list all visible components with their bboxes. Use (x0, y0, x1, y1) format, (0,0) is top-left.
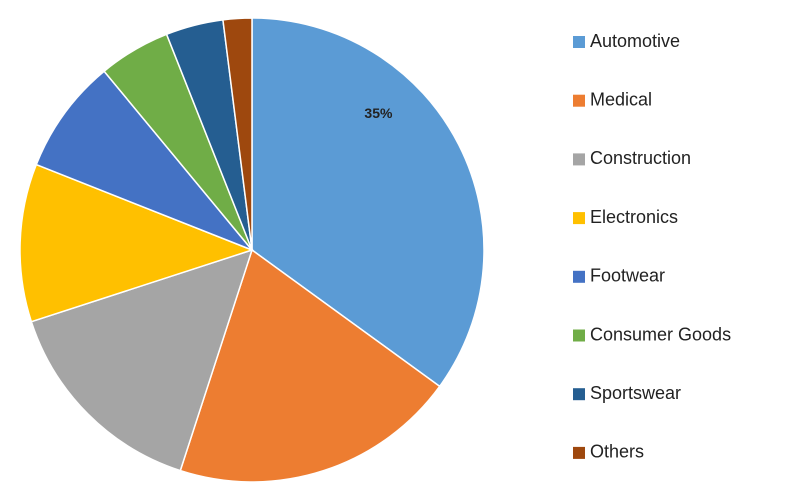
legend-swatch (573, 329, 585, 342)
pie-slice (19, 163, 255, 323)
data-label: 35% (364, 105, 393, 121)
legend-swatch (573, 94, 585, 107)
legend-label: Sportswear (590, 383, 681, 403)
pie-slice (30, 248, 254, 472)
legend-label: Automotive (590, 31, 680, 51)
pie-slice (35, 70, 253, 251)
pie-slice (222, 17, 253, 251)
legend-swatch (573, 446, 585, 459)
legend-swatch (573, 153, 585, 166)
legend-label: Consumer Goods (590, 324, 731, 344)
legend-swatch (573, 388, 585, 401)
pie-slice (251, 17, 485, 388)
legend-label: Medical (590, 89, 652, 109)
pie-slice (179, 248, 441, 483)
legend-label: Footwear (590, 266, 665, 286)
legend-label: Construction (590, 148, 691, 168)
legend-swatch (573, 212, 585, 225)
legend-swatch (573, 36, 585, 48)
legend-swatch (573, 270, 585, 283)
legend-label: Others (590, 442, 644, 462)
legend-label: Electronics (590, 207, 678, 227)
